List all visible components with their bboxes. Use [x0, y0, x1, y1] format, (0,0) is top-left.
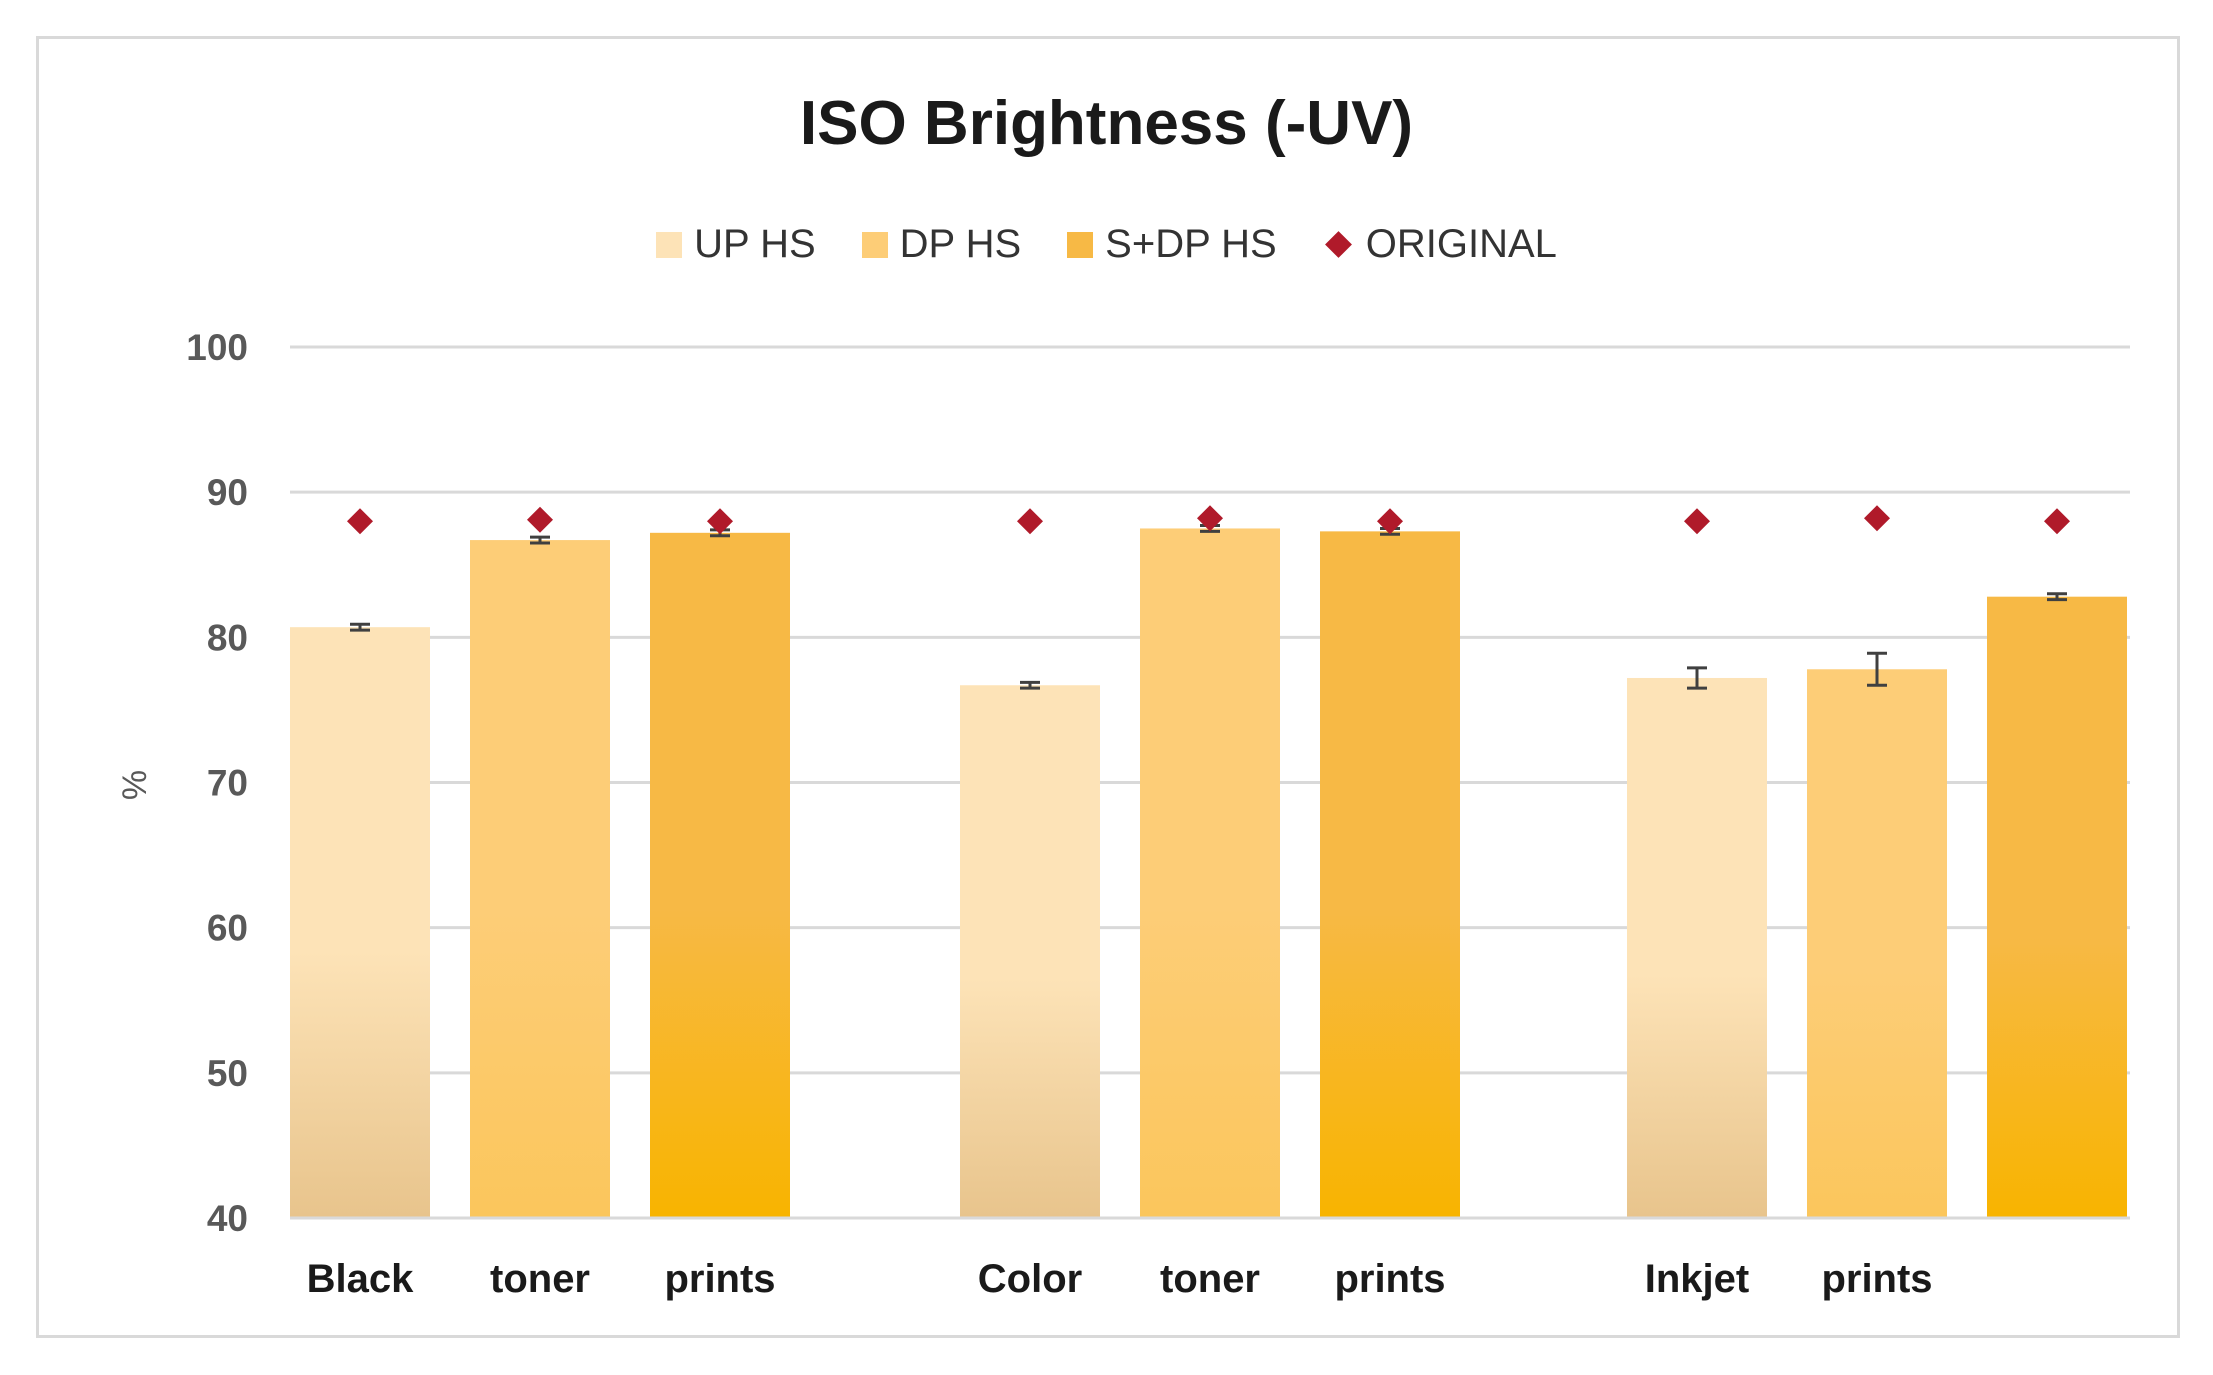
bar-dp-hs [1140, 528, 1280, 1218]
legend-label-dp-hs: DP HS [899, 222, 1022, 266]
original-marker [1864, 505, 1890, 532]
legend-swatch-s-dp-hs [1067, 231, 1094, 258]
y-tick-label: 90 [207, 472, 248, 513]
y-tick-label: 40 [207, 1198, 248, 1239]
legend-label-original: ORIGINAL [1365, 222, 1557, 266]
original-marker [347, 508, 373, 535]
legend-item-s-dp-hs: S+DP HS [1067, 222, 1277, 267]
x-tick-label: prints [1334, 1257, 1445, 1301]
y-axis-label: % [116, 770, 154, 800]
original-marker [1197, 505, 1223, 532]
x-tick-label: toner [490, 1257, 590, 1301]
legend-swatch-dp-hs [861, 231, 888, 258]
legend-item-original: ORIGINAL [1323, 222, 1557, 267]
original-marker [2044, 508, 2070, 535]
bar-s-dp-hs [1987, 596, 2127, 1218]
y-axis: 40 50 60 70 80 90 100% [116, 327, 248, 1239]
legend-label-up-hs: UP HS [694, 222, 816, 266]
original-marker [1017, 508, 1043, 535]
bars [290, 528, 2127, 1218]
error-bar [2047, 592, 2067, 602]
error-bar [350, 622, 370, 632]
x-tick-label: Inkjet [1645, 1257, 1749, 1301]
bar-up-hs [960, 685, 1100, 1218]
x-tick-label: Black [307, 1257, 414, 1301]
y-tick-label: 100 [186, 327, 248, 368]
legend-item-dp-hs: DP HS [861, 222, 1022, 267]
y-tick-label: 70 [207, 763, 248, 804]
original-marker [707, 508, 733, 535]
legend-label-s-dp-hs: S+DP HS [1105, 222, 1277, 266]
bar-up-hs [1627, 677, 1767, 1218]
error-bar [1020, 680, 1040, 690]
y-tick-label: 80 [207, 617, 248, 658]
legend-item-up-hs: UP HS [656, 222, 816, 267]
original-marker [1377, 508, 1403, 535]
original-markers [347, 505, 2070, 535]
bar-s-dp-hs [1320, 531, 1460, 1218]
original-marker [527, 506, 553, 533]
error-bar [530, 535, 550, 545]
bar-up-hs [290, 627, 430, 1218]
y-tick-label: 60 [207, 908, 248, 949]
original-marker [1684, 508, 1710, 535]
bar-dp-hs [470, 540, 610, 1218]
chart-legend: UP HS DP HS S+DP HS ORIGINAL [0, 222, 2213, 267]
x-axis: Black toner prints Color toner prints Inkjet pr… [290, 1216, 2130, 1301]
error-bar [1867, 651, 1887, 687]
bar-s-dp-hs [650, 532, 790, 1218]
x-tick-label: toner [1160, 1257, 1260, 1301]
error-bar [1687, 666, 1707, 690]
x-tick-label: prints [1821, 1257, 1932, 1301]
x-tick-label: Color [978, 1257, 1082, 1301]
bar-dp-hs [1807, 669, 1947, 1218]
legend-swatch-up-hs [656, 231, 683, 258]
y-tick-label: 50 [207, 1053, 248, 1094]
x-tick-label: prints [664, 1257, 775, 1301]
chart-title: ISO Brightness (-UV) [799, 89, 1414, 158]
